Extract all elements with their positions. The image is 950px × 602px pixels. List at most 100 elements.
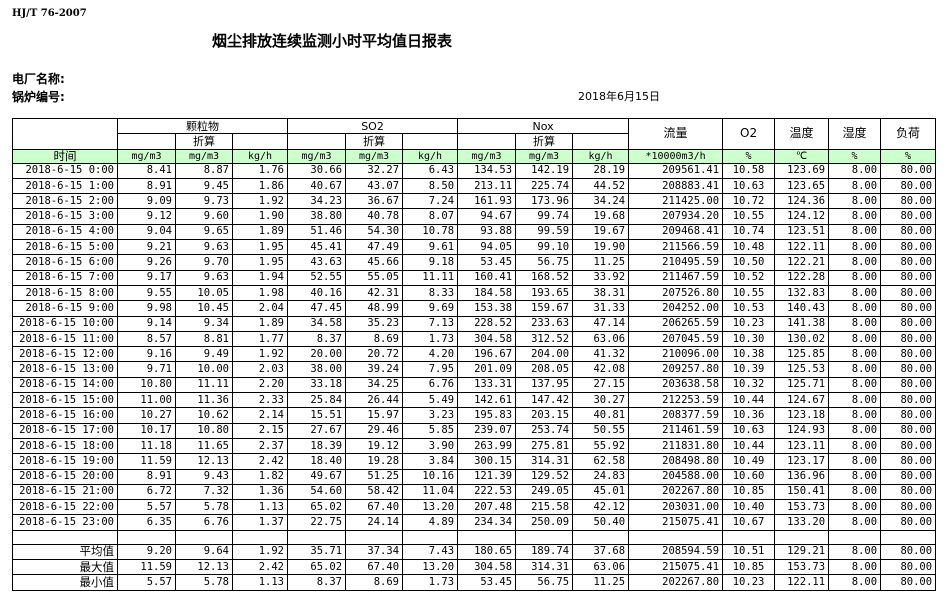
empty-cell (457, 529, 517, 545)
value-cell: 203.15 (515, 407, 574, 424)
header-row-converted: 折算 折算 折算 (13, 133, 936, 150)
value-cell: 8.81 (175, 330, 233, 348)
value-cell: 10.44 (722, 437, 776, 455)
unit-cell: mg/m3 (345, 148, 404, 164)
empty-cell (774, 529, 830, 545)
value-cell: 47.45 (287, 300, 347, 317)
summary-row: 最大值 11.59 12.13 2.42 65.02 67.40 13.20 304.58 31… (12, 559, 937, 576)
header-load: 负荷 (880, 118, 937, 150)
value-cell: 189.74 (515, 543, 574, 561)
value-cell: 209468.41 (628, 223, 724, 241)
time-cell: 2018-6-15 9:00 (12, 300, 118, 317)
time-cell: 2018-6-15 7:00 (12, 269, 118, 286)
value-cell: 80.00 (880, 269, 937, 286)
value-cell: 121.39 (457, 468, 517, 485)
value-cell: 47.14 (572, 315, 630, 332)
value-cell: 31.33 (572, 300, 630, 317)
value-cell: 9.64 (175, 543, 233, 561)
value-cell: 9.26 (117, 254, 176, 271)
time-cell: 2018-6-15 19:00 (12, 453, 118, 470)
value-cell: 161.93 (457, 193, 517, 210)
value-cell: 35.23 (345, 315, 404, 332)
value-cell: 10.16 (402, 468, 459, 485)
time-cell: 2018-6-15 14:00 (12, 376, 118, 394)
value-cell: 5.57 (117, 574, 176, 591)
value-cell: 207.48 (457, 499, 517, 516)
value-cell: 3.90 (402, 437, 459, 455)
value-cell: 8.69 (345, 330, 404, 348)
value-cell: 153.38 (457, 300, 517, 317)
time-cell: 2018-6-15 8:00 (12, 284, 118, 302)
header-row-groups: 颗粒物 SO2 Nox 流量 O2 温度 湿度 负荷 (12, 117, 937, 150)
value-cell: 208377.59 (628, 407, 724, 424)
value-cell: 19.68 (572, 208, 630, 225)
value-cell: 9.18 (402, 254, 459, 271)
table-row: 2018-6-15 14:00 10.80 11.11 2.20 33.18 34.25 6… (12, 376, 937, 394)
value-cell: 10.62 (175, 407, 233, 424)
value-cell: 7.13 (402, 315, 459, 332)
value-cell: 42.31 (345, 284, 404, 302)
value-cell: 50.55 (572, 422, 630, 439)
value-cell: 4.20 (402, 346, 459, 363)
value-cell: 99.59 (515, 223, 574, 241)
value-cell: 36.67 (345, 193, 404, 210)
value-cell: 239.07 (457, 422, 517, 439)
empty-cell (402, 529, 459, 545)
time-cell: 2018-6-15 21:00 (12, 483, 118, 501)
value-cell: 8.00 (828, 315, 882, 332)
value-cell: 9.12 (117, 208, 176, 225)
value-cell: 2.20 (231, 376, 289, 394)
value-cell: 6.35 (117, 514, 176, 531)
value-cell: 9.73 (175, 193, 233, 210)
table-row: 2018-6-15 6:00 9.26 9.70 1.95 43.63 45.66 9.18… (12, 254, 937, 271)
value-cell: 8.00 (828, 574, 882, 591)
value-cell: 94.05 (457, 239, 517, 256)
value-cell: 29.46 (345, 422, 404, 439)
value-cell: 211467.59 (628, 269, 724, 286)
header-converted: 折算 (345, 133, 404, 150)
report-date: 2018年6月15日 (578, 90, 660, 103)
value-cell: 234.34 (457, 514, 517, 531)
value-cell: 10.44 (722, 392, 776, 409)
value-cell: 43.63 (287, 254, 347, 271)
value-cell: 10.51 (722, 543, 776, 561)
value-cell: 253.74 (515, 422, 574, 439)
value-cell: 9.16 (117, 346, 176, 363)
value-cell: 22.75 (287, 514, 347, 531)
value-cell: 8.41 (117, 162, 176, 179)
value-cell: 180.65 (457, 543, 517, 561)
value-cell: 10.63 (722, 422, 776, 439)
value-cell: 8.00 (828, 514, 882, 531)
value-cell: 54.60 (287, 483, 347, 501)
summary-label: 平均值 (12, 543, 118, 561)
value-cell: 206265.59 (628, 315, 724, 332)
value-cell: 1.36 (231, 483, 289, 501)
value-cell: 225.74 (515, 177, 574, 195)
value-cell: 10.53 (722, 300, 776, 317)
empty-cell (287, 529, 347, 545)
value-cell: 10.23 (722, 315, 776, 332)
value-cell: 9.43 (175, 468, 233, 485)
value-cell: 8.00 (828, 499, 882, 516)
value-cell: 9.69 (402, 300, 459, 317)
table-row: 2018-6-15 3:00 9.12 9.60 1.90 38.80 40.78 8.07… (12, 208, 937, 225)
value-cell: 8.00 (828, 361, 882, 378)
value-cell: 56.75 (515, 574, 574, 591)
value-cell: 3.84 (402, 453, 459, 470)
value-cell: 33.92 (572, 269, 630, 286)
value-cell: 201.09 (457, 361, 517, 378)
value-cell: 132.83 (774, 284, 830, 302)
unit-cell: kg/h (402, 148, 459, 164)
value-cell: 8.00 (828, 284, 882, 302)
value-cell: 125.53 (774, 361, 830, 378)
time-cell: 2018-6-15 22:00 (12, 499, 118, 516)
value-cell: 99.10 (515, 239, 574, 256)
value-cell: 32.27 (345, 162, 404, 179)
value-cell: 40.78 (345, 208, 404, 225)
value-cell: 153.73 (774, 559, 830, 576)
value-cell: 304.58 (457, 330, 517, 348)
value-cell: 133.20 (774, 514, 830, 531)
plant-name-label: 电厂名称: (12, 72, 65, 86)
summary-row: 最小值 5.57 5.78 1.13 8.37 8.69 1.73 53.45 56.75 11.… (12, 574, 937, 591)
time-cell: 2018-6-15 2:00 (12, 193, 118, 210)
